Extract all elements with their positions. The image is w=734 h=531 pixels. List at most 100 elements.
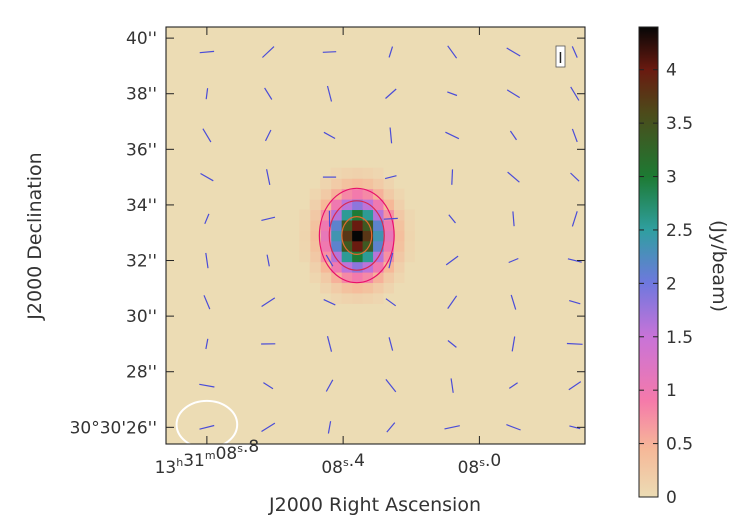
intensity-pixel — [393, 261, 405, 273]
polarization-vector — [506, 424, 521, 431]
polarization-vector — [325, 379, 334, 392]
polarization-vector — [203, 295, 211, 310]
polarization-vector — [445, 131, 460, 140]
y-tick-label: 36'' — [126, 140, 157, 160]
x-axis-label: J2000 Right Ascension — [268, 494, 481, 516]
intensity-pixel — [320, 178, 332, 190]
intensity-pixel — [351, 167, 363, 179]
intensity-pixel — [330, 261, 342, 273]
intensity-pixel — [351, 240, 363, 252]
polarization-vector — [325, 254, 334, 267]
intensity-pixel — [330, 167, 342, 179]
intensity-pixel — [403, 219, 415, 231]
contour-line — [328, 200, 385, 271]
intensity-pixel — [341, 178, 353, 190]
y-tick-label: 30'' — [126, 307, 157, 327]
polarization-vector — [511, 336, 516, 352]
intensity-pixel — [382, 209, 394, 221]
y-tick-label: 30°30'26'' — [70, 418, 157, 438]
intensity-pixel — [372, 188, 384, 200]
intensity-pixel — [320, 251, 332, 263]
colorbar-tick-label: 3.5 — [666, 114, 693, 134]
polarization-vector — [202, 128, 212, 143]
polarization-vector — [326, 85, 333, 102]
intensity-pixel — [382, 219, 394, 231]
polarization-vector — [383, 217, 398, 220]
intensity-pixel — [382, 251, 394, 263]
intensity-pixel — [351, 219, 363, 231]
colorbar-tick-label: 3 — [666, 168, 677, 188]
polarization-vector — [508, 382, 518, 389]
intensity-pixel — [330, 230, 342, 242]
polarization-vector — [204, 213, 210, 225]
intensity-pixel — [341, 230, 353, 242]
intensity-pixel — [330, 209, 342, 221]
intensity-pixel — [372, 230, 384, 242]
contour-line — [341, 216, 373, 255]
polarization-vector — [205, 252, 209, 269]
intensity-pixel — [372, 240, 384, 252]
polarization-vector — [508, 257, 519, 264]
colorbar-ticks: 0 0.5 1 1.5 2 2.5 3 3.5 4 — [639, 61, 693, 508]
polarization-vector — [261, 297, 276, 308]
polarization-vector — [385, 88, 397, 99]
intensity-pixel — [309, 199, 321, 211]
intensity-pixel — [341, 209, 353, 221]
intensity-pixel — [299, 230, 311, 242]
polarization-vector — [322, 51, 337, 53]
colorbar-label: (Jy/beam) — [708, 220, 730, 312]
intensity-pixel — [309, 188, 321, 200]
y-tick-label: 34'' — [126, 196, 157, 216]
intensity-pixel — [309, 219, 321, 231]
polarization-vector — [266, 254, 270, 267]
y-tick-labels: 30°30'26'' 28'' 30'' 32'' 34'' 36'' 38'' 40'' — [70, 29, 157, 438]
intensity-pixel — [330, 199, 342, 211]
intensity-pixel — [393, 230, 405, 242]
intensity-pixel — [351, 271, 363, 284]
polarization-vector — [205, 338, 209, 350]
intensity-pixel — [309, 261, 321, 273]
polarization-vector — [266, 169, 271, 186]
intensity-pixel — [393, 188, 405, 200]
intensity-pixel — [361, 251, 374, 263]
colorbar-tick-label: 0.5 — [666, 435, 693, 455]
beam-ellipse — [175, 399, 239, 444]
intensity-pixel — [382, 188, 394, 200]
polarization-vector — [386, 422, 396, 433]
y-axis-label: J2000 Declination — [24, 152, 46, 320]
polarization-vector — [512, 211, 515, 227]
intensity-pixel — [372, 282, 384, 294]
intensity-pixel — [320, 282, 332, 294]
colorbar-tick-label: 4 — [666, 61, 677, 81]
polarization-vector — [264, 87, 273, 100]
intensity-pixel — [330, 178, 342, 190]
polarization-vector — [506, 47, 521, 57]
polarization-vector — [506, 89, 521, 99]
polarization-vector — [566, 342, 583, 345]
polarization-vector — [388, 337, 394, 351]
intensity-pixel — [351, 178, 363, 190]
polarization-vector — [264, 129, 272, 142]
intensity-pixel — [341, 292, 353, 304]
polarization-vector — [261, 46, 275, 58]
intensity-pixel — [341, 240, 353, 252]
polarization-vector — [199, 424, 215, 430]
intensity-pixel — [403, 209, 415, 221]
intensity-pixel — [372, 261, 384, 273]
intensity-pixel — [393, 271, 405, 284]
x-tick-label: 13h31m08s.8 — [155, 437, 260, 478]
intensity-pixel — [361, 167, 374, 179]
y-tick-label: 38'' — [126, 85, 157, 105]
polarization-vector — [569, 425, 581, 430]
intensity-pixel — [309, 251, 321, 263]
intensity-pixel — [382, 199, 394, 211]
intensity-pixel — [320, 261, 332, 273]
intensity-pixel — [382, 261, 394, 273]
intensity-pixel — [330, 219, 342, 231]
polarization-vector — [384, 175, 397, 180]
polarization-vector — [445, 255, 459, 266]
polarization-vector — [388, 252, 394, 269]
polarization-vector — [261, 422, 276, 433]
intensity-pixel — [320, 209, 332, 221]
intensity-pixel — [382, 230, 394, 242]
